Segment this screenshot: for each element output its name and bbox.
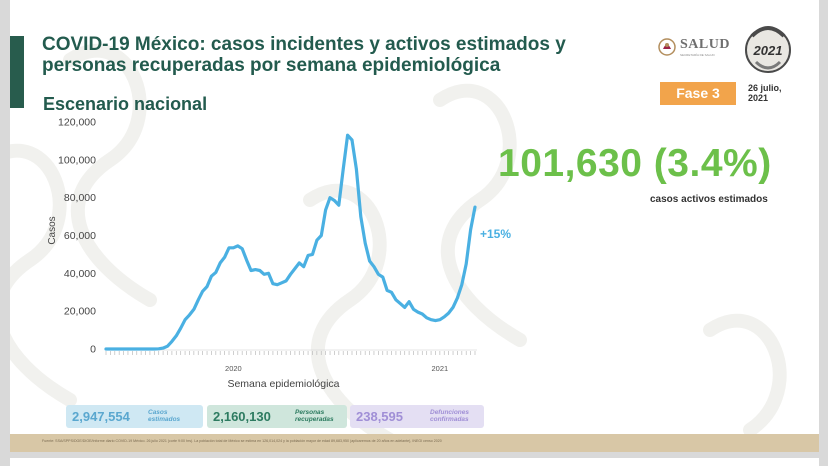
x-axis-ticks: [105, 351, 476, 355]
page-title: COVID-19 México: casos incidentes y acti…: [42, 34, 566, 76]
recovered-box: 2,160,130 Personas recuperadas: [207, 405, 347, 428]
y-tick-label: 0: [90, 344, 96, 356]
year-2021-logo-text: 2021: [753, 43, 783, 58]
y-axis: 0 20,000 40,000 60,000 80,000 100,000 120,000: [58, 117, 96, 356]
recovered-label: Personas recuperadas: [295, 409, 334, 423]
y-tick-label: 40,000: [64, 268, 96, 280]
footer-strip: Fuente: SSA/SPPS/DGE/DIOE/Informe diario…: [10, 434, 819, 452]
salud-logo-text: SALUD: [680, 37, 730, 52]
deaths-value: 238,595: [356, 409, 403, 424]
deaths-box: 238,595 Defunciones confirmadas: [350, 405, 484, 428]
change-annotation: +15%: [480, 227, 511, 241]
accent-bar: [10, 36, 24, 108]
epidemic-curve-chart: 020,00040,00060,00080,000100,000120,000 …: [47, 117, 511, 391]
active-cases-label: casos activos estimados: [650, 194, 768, 205]
y-tick-label: 20,000: [64, 306, 96, 318]
y-tick-label: 60,000: [64, 230, 96, 242]
y-tick-label: 120,000: [58, 117, 96, 129]
report-date: 26 julio, 2021: [748, 83, 782, 103]
page-subtitle: Escenario nacional: [43, 94, 208, 114]
y-tick-label: 80,000: [64, 192, 96, 204]
y-tick-label: 100,000: [58, 154, 96, 166]
salud-logo: SALUD SECRETARÍA DE SALUD: [658, 34, 748, 62]
recovered-value: 2,160,130: [213, 409, 271, 424]
eagle-emblem-icon: [658, 38, 676, 56]
deaths-label: Defunciones confirmadas: [430, 409, 470, 423]
estimated-cases-label: Casos estimados: [148, 409, 181, 423]
salud-logo-subtext: SECRETARÍA DE SALUD: [680, 53, 715, 57]
phase-badge: Fase 3: [660, 82, 736, 105]
next-slide-edge: [10, 458, 819, 466]
footer-source: Fuente: SSA/SPPS/DGE/DIOE/Informe diario…: [42, 439, 442, 443]
active-cases-number: 101,630 (3.4%): [498, 142, 772, 185]
series-line-active-cases: [104, 133, 477, 351]
x-axis-year-labels: 2020 2021: [225, 364, 448, 373]
x-year-label: 2021: [432, 364, 449, 373]
y-axis-label: Casos: [47, 216, 58, 244]
slide: COVID-19 México: casos incidentes y acti…: [10, 0, 819, 452]
x-axis-label: Semana epidemiológica: [227, 378, 339, 390]
x-year-label: 2020: [225, 364, 242, 373]
year-2021-logo: 2021: [745, 26, 791, 73]
estimated-cases-box: 2,947,554 Casos estimados: [66, 405, 203, 428]
estimated-cases-value: 2,947,554: [72, 409, 130, 424]
